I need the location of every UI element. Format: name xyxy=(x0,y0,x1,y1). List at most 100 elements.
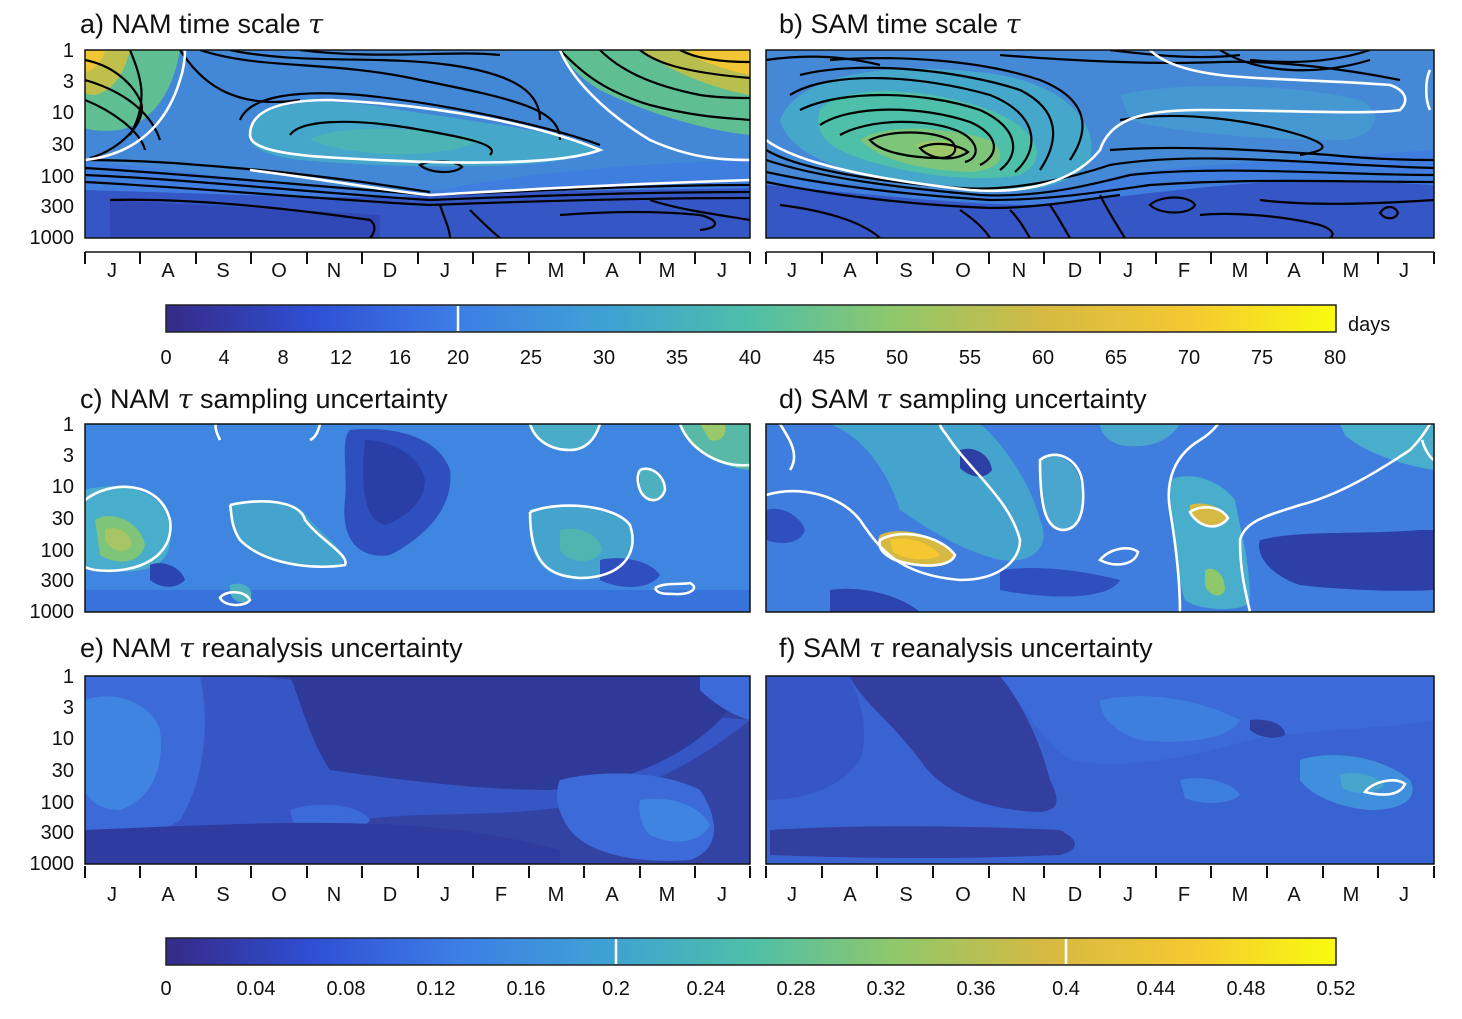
colorbar-uncertainty-ticks: 0 0.04 0.08 0.12 0.16 0.2 0.24 0.28 0.32… xyxy=(160,978,1355,1000)
x-tick: D xyxy=(383,260,397,282)
panel-d: d) SAM τ sampling uncertainty xyxy=(765,384,1435,613)
x-tick: A xyxy=(605,260,619,282)
x-tick: J xyxy=(107,260,117,282)
y-tick: 300 xyxy=(41,822,74,844)
x-tick: F xyxy=(1178,260,1190,282)
cb-tick: 0.48 xyxy=(1227,978,1266,1000)
cb-tick: 45 xyxy=(813,347,835,369)
panel-b-title: b) SAM time scale τ xyxy=(779,9,1022,40)
y-tick: 30 xyxy=(52,134,74,156)
cb-tick: 0.12 xyxy=(417,978,456,1000)
y-tick: 10 xyxy=(52,102,74,124)
cb-tick: 0 xyxy=(160,978,171,1000)
y-tick: 3 xyxy=(63,445,74,467)
y-tick: 3 xyxy=(63,71,74,93)
panel-c: c) NAM τ sampling uncertainty xyxy=(30,384,751,623)
y-tick: 3 xyxy=(63,697,74,719)
y-tick: 1 xyxy=(63,666,74,688)
x-tick: M xyxy=(548,260,565,282)
panel-f-frame xyxy=(765,675,1435,865)
cb-tick: 0.28 xyxy=(777,978,816,1000)
cb-tick: 4 xyxy=(218,347,229,369)
cb-tick: 0.32 xyxy=(867,978,906,1000)
x-tick: J xyxy=(1399,884,1409,906)
panel-c-frame xyxy=(84,423,751,613)
x-tick: F xyxy=(495,260,507,282)
y-tick: 1000 xyxy=(30,853,75,875)
x-tick: S xyxy=(899,884,912,906)
panel-a-x-axis: J A S O N D J F M A M J xyxy=(107,260,727,282)
colorbar-days: days 0 4 8 12 16 20 25 30 35 40 45 50 55… xyxy=(160,304,1390,369)
cb-tick: 40 xyxy=(739,347,761,369)
panel-e: e) NAM τ reanalysis uncertainty 1 3 10 3… xyxy=(30,633,751,906)
cb-tick: 0 xyxy=(160,347,171,369)
x-tick: D xyxy=(383,884,397,906)
colorbar-uncertainty-bar xyxy=(165,937,1337,966)
x-tick: J xyxy=(787,884,797,906)
panel-e-frame xyxy=(84,675,751,865)
x-tick: A xyxy=(843,260,857,282)
cb-tick: 65 xyxy=(1105,347,1127,369)
x-tick: N xyxy=(1012,884,1026,906)
cb-tick: 75 xyxy=(1251,347,1273,369)
cb-tick: 50 xyxy=(886,347,908,369)
panel-b-x-axis: J A S O N D J F M A M J xyxy=(787,260,1409,282)
y-tick: 30 xyxy=(52,760,74,782)
x-tick: D xyxy=(1068,260,1082,282)
panel-a-x-ticks xyxy=(84,252,751,264)
x-tick: J xyxy=(787,260,797,282)
x-tick: O xyxy=(271,884,287,906)
y-tick: 1 xyxy=(63,414,74,436)
panel-c-y-axis: 1 3 10 30 100 300 1000 xyxy=(30,414,75,623)
x-tick: D xyxy=(1068,884,1082,906)
cb-tick: 0.2 xyxy=(602,978,630,1000)
x-tick: M xyxy=(1232,260,1249,282)
x-tick: J xyxy=(1123,884,1133,906)
cb-tick: 16 xyxy=(389,347,411,369)
panel-a-y-axis: 1 3 10 30 100 300 1000 xyxy=(30,40,75,249)
cb-tick: 20 xyxy=(447,347,469,369)
cb-tick: 35 xyxy=(666,347,688,369)
panel-a-title: a) NAM time scale τ xyxy=(80,9,324,40)
x-tick: M xyxy=(659,260,676,282)
x-tick: N xyxy=(327,260,341,282)
y-tick: 100 xyxy=(41,166,74,188)
x-tick: O xyxy=(271,260,287,282)
panel-e-y-axis: 1 3 10 30 100 300 1000 xyxy=(30,666,75,875)
x-tick: S xyxy=(216,884,229,906)
x-tick: O xyxy=(955,884,971,906)
panel-a: a) NAM time scale τ xyxy=(30,9,751,282)
x-tick: J xyxy=(717,884,727,906)
y-tick: 300 xyxy=(41,570,74,592)
panel-b: b) SAM time scale τ xyxy=(765,9,1435,282)
cb-tick: 0.36 xyxy=(957,978,996,1000)
x-tick: S xyxy=(216,260,229,282)
panel-e-x-ticks xyxy=(84,866,751,878)
panel-e-field xyxy=(85,676,750,864)
y-tick: 1 xyxy=(63,40,74,62)
x-tick: J xyxy=(107,884,117,906)
x-tick: A xyxy=(605,884,619,906)
x-tick: O xyxy=(955,260,971,282)
cb-tick: 0.52 xyxy=(1317,978,1356,1000)
x-tick: M xyxy=(1343,884,1360,906)
panel-d-field xyxy=(766,424,1434,612)
x-tick: A xyxy=(161,260,175,282)
panel-f: f) SAM τ reanalysis uncertainty xyxy=(765,633,1435,906)
x-tick: M xyxy=(548,884,565,906)
colorbar-days-ticks: 0 4 8 12 16 20 25 30 35 40 45 50 55 60 6… xyxy=(160,347,1346,369)
panel-d-frame xyxy=(765,423,1435,613)
cb-tick: 25 xyxy=(520,347,542,369)
cb-tick: 60 xyxy=(1032,347,1054,369)
panel-a-field xyxy=(85,50,750,238)
cb-tick: 0.24 xyxy=(687,978,726,1000)
y-tick: 10 xyxy=(52,476,74,498)
x-tick: J xyxy=(440,884,450,906)
cb-tick: 30 xyxy=(593,347,615,369)
x-tick: J xyxy=(1123,260,1133,282)
cb-tick: 8 xyxy=(277,347,288,369)
panel-f-x-axis: J A S O N D J F M A M J xyxy=(787,884,1409,906)
x-tick: N xyxy=(327,884,341,906)
x-tick: A xyxy=(1287,884,1301,906)
